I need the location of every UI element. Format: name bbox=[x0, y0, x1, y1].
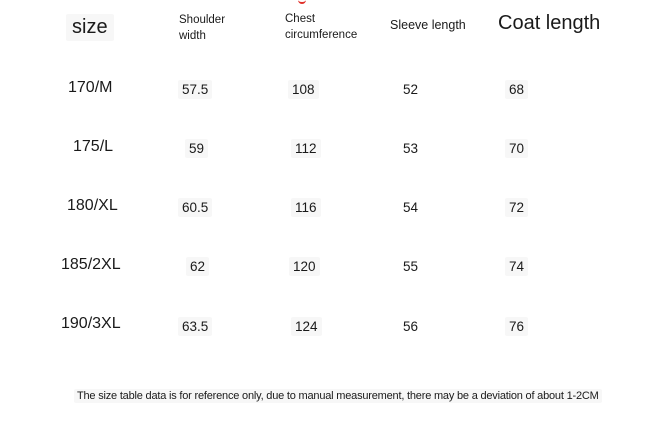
table-row-chest: 116 bbox=[291, 198, 321, 217]
header-sleeve-length: Sleeve length bbox=[390, 18, 466, 32]
table-row-size: 190/3XL bbox=[61, 315, 121, 332]
header-chest-circumference: Chest circumference bbox=[285, 13, 358, 41]
table-row-chest: 108 bbox=[288, 80, 319, 99]
table-row-shoulder: 60.5 bbox=[178, 198, 213, 217]
table-row-sleeve: 56 bbox=[403, 319, 419, 334]
table-row-sleeve: 55 bbox=[403, 259, 419, 274]
table-row-size: 175/L bbox=[73, 138, 114, 155]
table-row-chest: 124 bbox=[291, 317, 322, 336]
table-row-sleeve: 54 bbox=[403, 200, 419, 215]
table-row-size: 185/2XL bbox=[61, 256, 121, 273]
table-row-shoulder: 62 bbox=[186, 257, 210, 276]
red-accent-mark bbox=[298, 0, 306, 4]
table-row-size: 180/XL bbox=[67, 197, 118, 214]
header-coat-length: Coat length bbox=[498, 12, 601, 34]
table-row-shoulder: 57.5 bbox=[178, 80, 213, 99]
table-row-shoulder: 59 bbox=[185, 139, 209, 158]
footnote: The size table data is for reference onl… bbox=[74, 389, 602, 403]
table-row-chest: 112 bbox=[291, 139, 321, 158]
table-row-size: 170/M bbox=[68, 79, 113, 96]
table-row-coat: 76 bbox=[505, 317, 529, 336]
table-row-coat: 72 bbox=[505, 198, 529, 217]
table-row-shoulder: 63.5 bbox=[178, 317, 213, 336]
table-row-sleeve: 53 bbox=[403, 141, 419, 156]
table-row-coat: 70 bbox=[505, 139, 529, 158]
header-size: size bbox=[66, 14, 114, 41]
table-row-coat: 74 bbox=[505, 257, 529, 276]
table-row-sleeve: 52 bbox=[403, 82, 419, 97]
header-shoulder-width: Shoulder width bbox=[179, 14, 226, 42]
table-row-coat: 68 bbox=[505, 80, 529, 99]
table-row-chest: 120 bbox=[289, 257, 320, 276]
